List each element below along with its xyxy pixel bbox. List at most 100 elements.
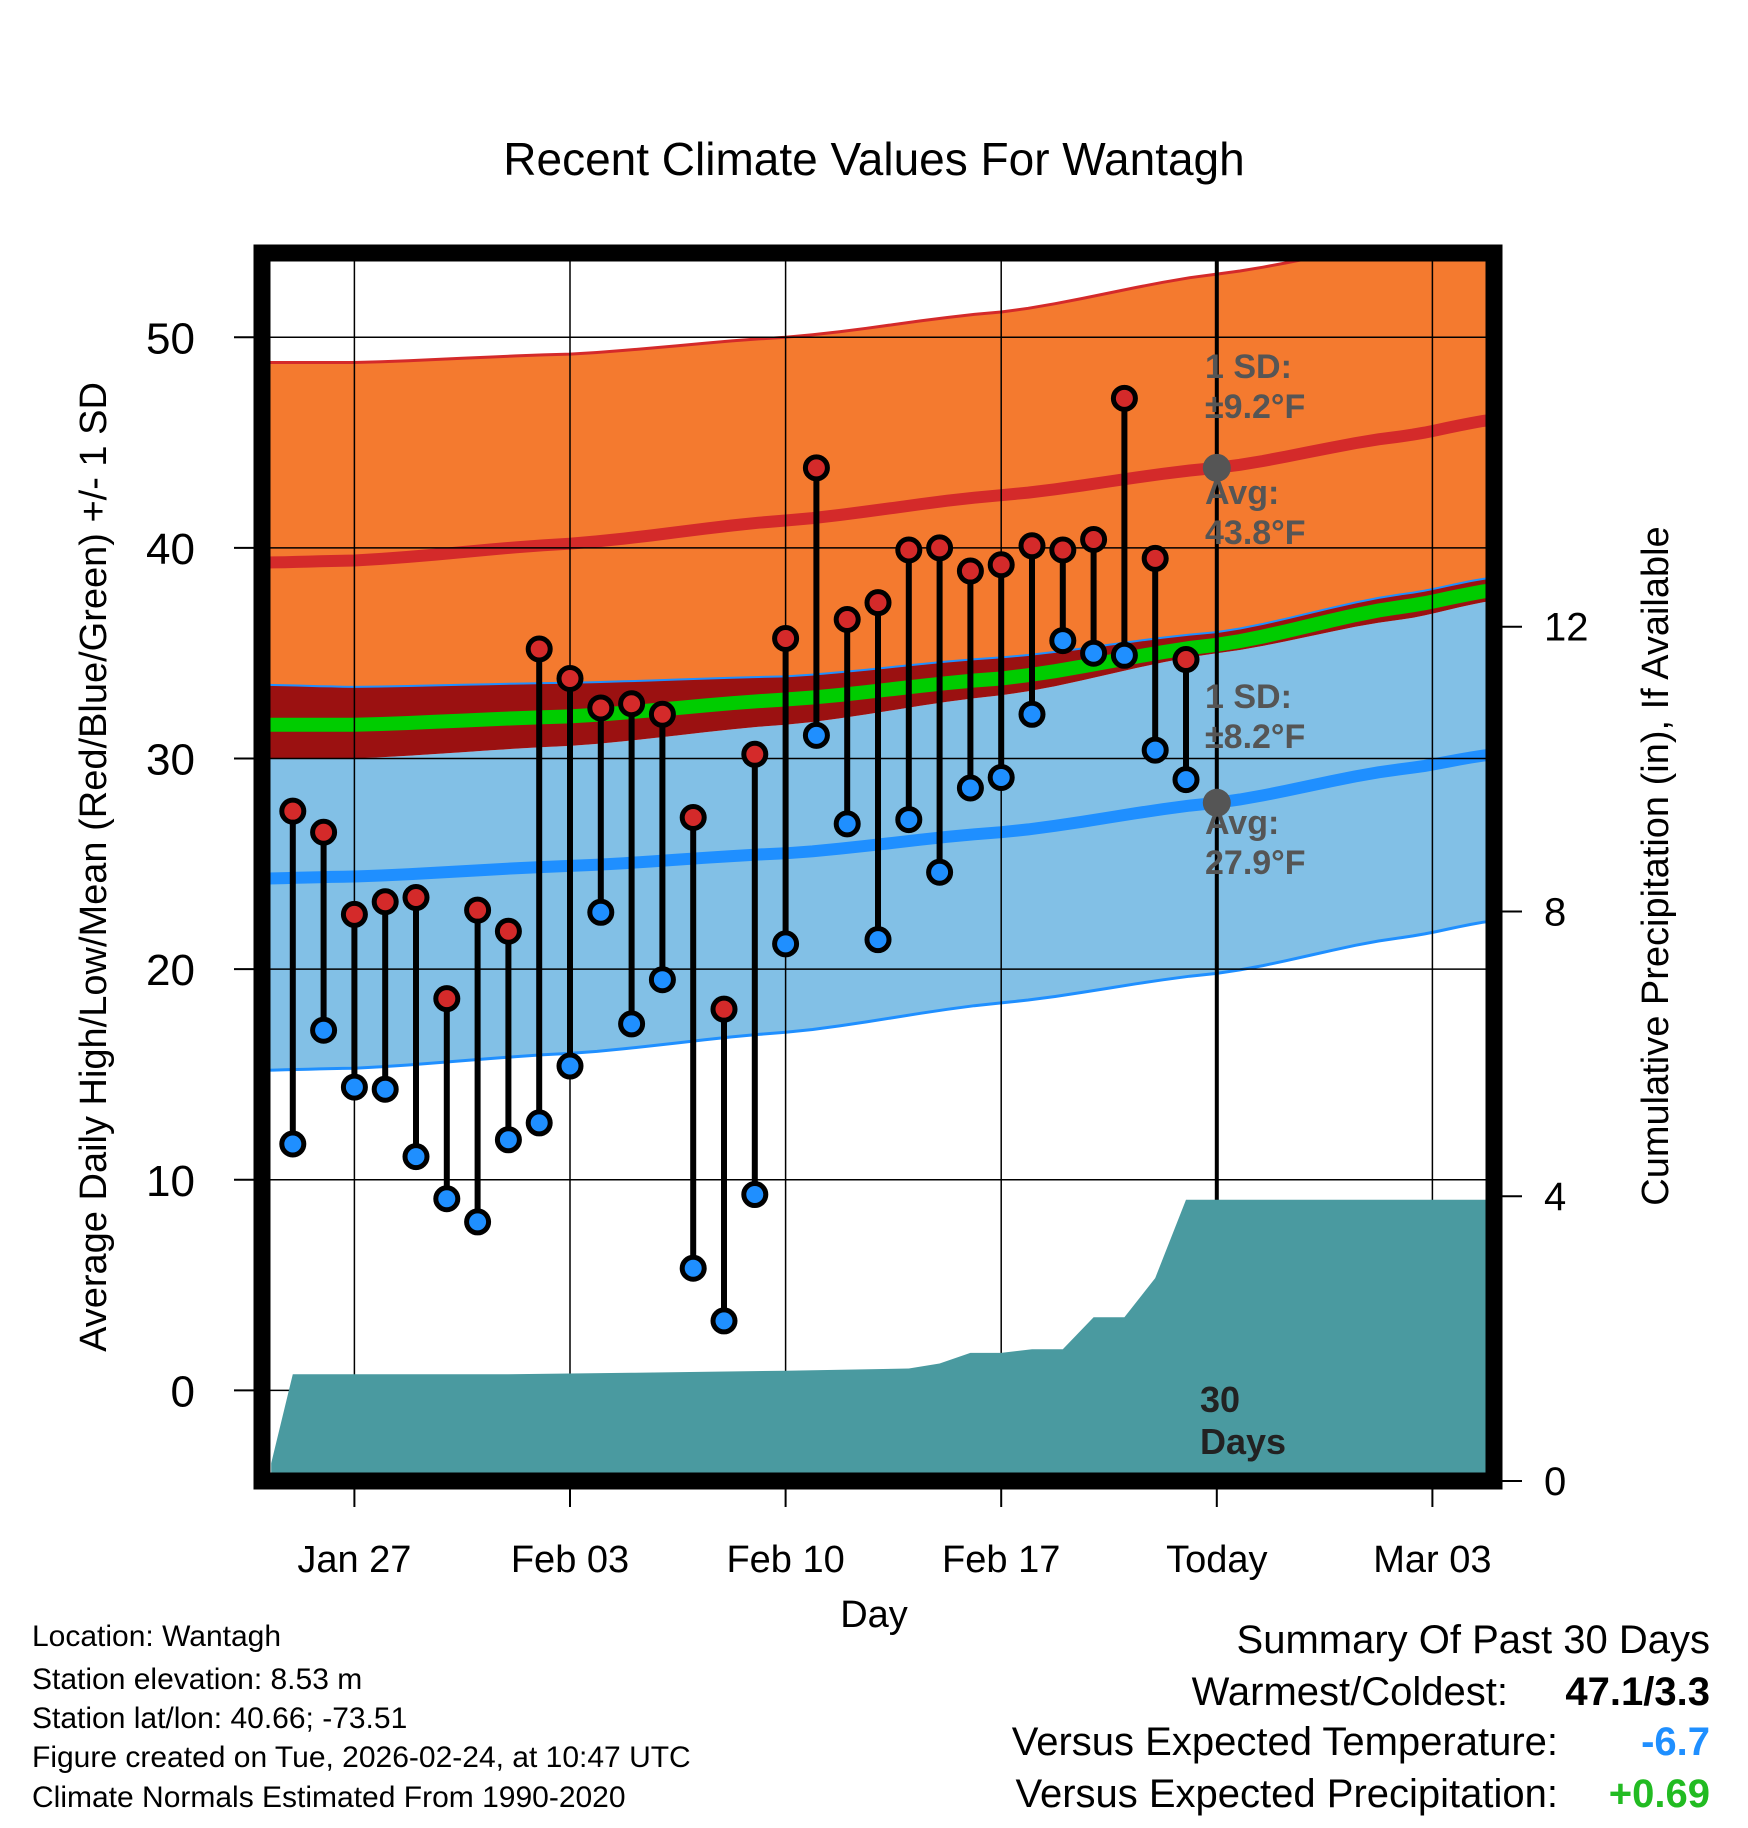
today-high-avg-marker — [1202, 453, 1231, 482]
low-point — [1141, 736, 1169, 764]
low-point — [464, 1208, 492, 1236]
days-label-text: Days — [1200, 1421, 1286, 1462]
x-tick-label: Today — [1166, 1539, 1267, 1581]
high-point — [525, 635, 553, 663]
summary-precip-label: Versus Expected Precipitation: — [1015, 1772, 1558, 1816]
y-tick-label: 40 — [146, 525, 195, 574]
high-sd-label: 1 SD: — [1205, 348, 1292, 386]
info-created: Figure created on Tue, 2026-02-24, at 10… — [32, 1741, 691, 1774]
low-minus-sd-line — [262, 919, 1494, 1072]
high-point — [556, 664, 584, 692]
high-avg-label: Avg: — [1205, 474, 1279, 512]
summary-title: Summary Of Past 30 Days — [1236, 1618, 1710, 1662]
high-avg-value: 43.8°F — [1205, 514, 1306, 552]
high-point — [1141, 544, 1169, 572]
high-point — [494, 917, 522, 945]
low-point — [710, 1307, 738, 1335]
y-tick-label: 0 — [171, 1367, 195, 1416]
low-point — [1080, 639, 1108, 667]
low-avg-label: Avg: — [1205, 804, 1279, 842]
high-point — [648, 700, 676, 728]
summary-temp-value: -6.7 — [1641, 1720, 1710, 1764]
x-tick-label: Mar 03 — [1373, 1539, 1491, 1581]
x-axis-label: Day — [840, 1594, 908, 1636]
y-tick-label: 30 — [146, 736, 195, 785]
high-plus-sd-line — [262, 253, 1344, 364]
y2-tick-label: 0 — [1544, 1460, 1566, 1504]
high-point — [340, 900, 368, 928]
high-point — [402, 884, 430, 912]
summary-temp-label: Versus Expected Temperature: — [1011, 1720, 1558, 1764]
low-point — [895, 806, 923, 834]
low-sd-label: 1 SD: — [1205, 678, 1292, 716]
high-point — [864, 589, 892, 617]
high-point — [987, 551, 1015, 579]
low-point — [402, 1143, 430, 1171]
y2-axis-label: Cumulative Precipitation (in), If Availa… — [1635, 526, 1677, 1205]
low-point — [987, 763, 1015, 791]
low-point — [279, 1130, 307, 1158]
low-point — [772, 930, 800, 958]
low-point — [864, 926, 892, 954]
low-point — [525, 1109, 553, 1137]
high-point — [833, 606, 861, 634]
info-latlon: Station lat/lon: 40.66; -73.51 — [32, 1702, 408, 1735]
high-point — [926, 534, 954, 562]
high-point — [587, 694, 615, 722]
today-low-avg-marker — [1202, 788, 1231, 817]
daily-marks — [279, 384, 1231, 1335]
plot-frame — [253, 244, 1503, 1490]
high-sd-value: ±9.2°F — [1205, 388, 1305, 426]
low-point — [433, 1185, 461, 1213]
precip-area-group — [271, 1199, 1494, 1481]
low-point — [618, 1010, 646, 1038]
high-minus-sd-edge — [262, 576, 1494, 688]
high-point — [464, 896, 492, 924]
info-location: Location: Wantagh — [32, 1620, 282, 1653]
high-point — [433, 985, 461, 1013]
high-point — [371, 888, 399, 916]
y2-tick-label: 4 — [1544, 1175, 1566, 1219]
low-point — [679, 1254, 707, 1282]
x-tick-label: Jan 27 — [297, 1539, 411, 1581]
low-point — [1110, 641, 1138, 669]
high-point — [1018, 532, 1046, 560]
low-point — [1172, 766, 1200, 794]
low-point — [1049, 627, 1077, 655]
high-point — [802, 454, 830, 482]
x-tick-label: Feb 03 — [511, 1539, 629, 1581]
low-point — [1018, 700, 1046, 728]
x-tick-label: Feb 10 — [726, 1539, 844, 1581]
low-point — [956, 774, 984, 802]
y2-tick-label: 12 — [1544, 606, 1589, 650]
days-label-count: 30 — [1200, 1379, 1240, 1420]
y2-tick-label: 8 — [1544, 890, 1566, 934]
low-point — [648, 966, 676, 994]
high-point — [279, 797, 307, 825]
low-point — [371, 1075, 399, 1103]
low-point — [310, 1016, 338, 1044]
high-point — [310, 818, 338, 846]
high-point — [618, 690, 646, 718]
info-elevation: Station elevation: 8.53 m — [32, 1663, 363, 1696]
summary-precip-value: +0.69 — [1608, 1772, 1710, 1816]
high-point — [772, 624, 800, 652]
low-point — [494, 1126, 522, 1154]
summary-warmest-label: Warmest/Coldest: — [1191, 1670, 1508, 1714]
high-avg-line — [262, 413, 1494, 569]
chart-title: Recent Climate Values For Wantagh — [503, 133, 1244, 185]
low-sd-value: ±8.2°F — [1205, 718, 1305, 756]
low-point — [833, 810, 861, 838]
low-point — [556, 1052, 584, 1080]
low-avg-value: 27.9°F — [1205, 844, 1306, 882]
annotations: 1 SD: ±9.2°F Avg: 43.8°F 1 SD: ±8.2°F Av… — [1200, 348, 1306, 1462]
info-normals: Climate Normals Estimated From 1990-2020 — [32, 1781, 626, 1814]
high-point — [1049, 536, 1077, 564]
low-point — [587, 898, 615, 926]
high-point — [1172, 646, 1200, 674]
high-point — [710, 995, 738, 1023]
low-point — [802, 721, 830, 749]
precip-area — [271, 1199, 1494, 1481]
y-tick-label: 50 — [146, 314, 195, 363]
